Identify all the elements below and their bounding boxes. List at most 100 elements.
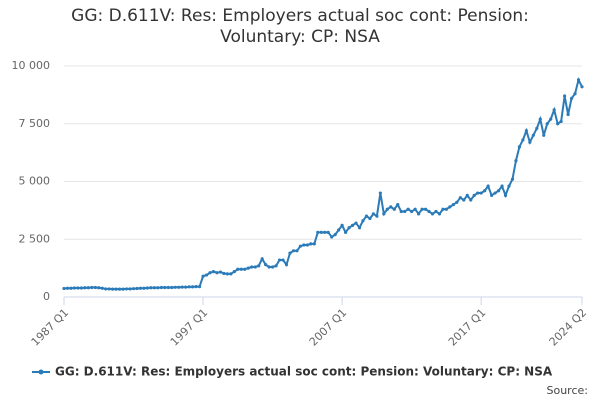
- data-point: [580, 85, 584, 89]
- data-point: [490, 193, 494, 197]
- data-point: [524, 129, 528, 133]
- data-point: [131, 287, 136, 291]
- data-point: [298, 244, 303, 248]
- data-point: [542, 133, 546, 137]
- data-point: [319, 230, 323, 234]
- data-point: [253, 265, 257, 269]
- data-point: [549, 117, 553, 121]
- data-point: [135, 286, 139, 291]
- data-point: [326, 230, 330, 234]
- data-point: [62, 286, 66, 291]
- data-point: [291, 249, 296, 253]
- data-point: [462, 198, 466, 202]
- data-point: [118, 287, 122, 291]
- y-tick-label: 10 000: [12, 59, 51, 72]
- data-point: [528, 140, 532, 144]
- data-point: [361, 219, 365, 223]
- data-point: [347, 226, 351, 230]
- data-point: [277, 258, 282, 262]
- data-point: [114, 287, 118, 291]
- data-point: [222, 271, 226, 276]
- data-point: [180, 285, 184, 289]
- data-point: [496, 189, 501, 193]
- data-point: [124, 287, 129, 291]
- data-point: [472, 193, 476, 197]
- data-point: [510, 177, 515, 181]
- data-point: [406, 207, 410, 211]
- data-point: [288, 251, 292, 255]
- data-point: [316, 230, 320, 234]
- data-point: [93, 285, 97, 290]
- data-point: [396, 203, 400, 207]
- data-point: [451, 203, 455, 207]
- data-point: [382, 212, 386, 216]
- x-tick-label: 1997 Q1: [168, 306, 211, 349]
- data-point: [281, 258, 285, 262]
- data-point: [458, 196, 462, 200]
- data-point: [121, 287, 125, 291]
- data-point: [378, 191, 382, 195]
- data-point: [232, 269, 236, 274]
- data-point: [343, 230, 348, 234]
- data-point: [170, 285, 174, 290]
- data-point: [201, 274, 205, 278]
- data-point: [357, 226, 362, 230]
- data-point: [389, 205, 393, 209]
- data-point: [284, 263, 289, 267]
- data-point: [163, 285, 167, 290]
- data-point: [152, 286, 156, 290]
- data-point: [173, 285, 177, 289]
- data-point: [437, 212, 442, 216]
- data-point: [128, 287, 132, 291]
- data-point: [493, 191, 497, 195]
- data-point: [111, 287, 115, 291]
- data-point: [486, 184, 490, 188]
- data-point: [83, 286, 87, 290]
- data-point: [371, 212, 376, 216]
- data-point: [243, 267, 247, 271]
- data-point: [430, 212, 435, 216]
- data-point: [469, 198, 473, 202]
- data-point: [142, 286, 146, 290]
- data-point: [267, 265, 271, 269]
- data-point: [260, 257, 264, 261]
- legend-label: GG: D.611V: Res: Employers actual soc co…: [55, 365, 553, 379]
- data-point: [90, 285, 94, 290]
- data-point: [305, 243, 309, 247]
- data-point: [229, 272, 233, 276]
- y-tick-label: 7 500: [19, 117, 51, 130]
- data-point: [552, 108, 556, 112]
- y-tick-label: 5 000: [19, 175, 51, 188]
- data-point: [208, 271, 212, 275]
- data-point: [385, 207, 389, 211]
- data-point: [427, 209, 431, 214]
- data-point: [538, 117, 542, 121]
- data-point: [197, 285, 202, 289]
- data-point: [257, 264, 261, 268]
- data-point: [246, 266, 250, 270]
- data-point: [194, 285, 198, 289]
- data-point: [218, 270, 223, 274]
- data-point: [444, 207, 449, 211]
- y-tick-label: 0: [43, 290, 50, 303]
- data-point: [86, 286, 90, 290]
- data-point: [448, 205, 452, 209]
- data-point: [535, 126, 539, 130]
- data-point: [517, 145, 522, 149]
- data-point: [225, 272, 229, 276]
- data-point: [177, 285, 181, 289]
- data-point: [138, 286, 143, 290]
- data-point: [69, 286, 73, 290]
- data-point: [159, 285, 163, 290]
- data-point: [569, 96, 574, 100]
- data-point: [545, 122, 549, 126]
- data-point: [270, 265, 275, 269]
- data-point: [340, 223, 344, 227]
- data-point: [149, 286, 153, 290]
- data-point: [187, 285, 191, 289]
- data-point: [166, 285, 170, 290]
- data-point: [274, 264, 278, 268]
- data-point: [531, 133, 535, 137]
- data-point: [403, 209, 407, 214]
